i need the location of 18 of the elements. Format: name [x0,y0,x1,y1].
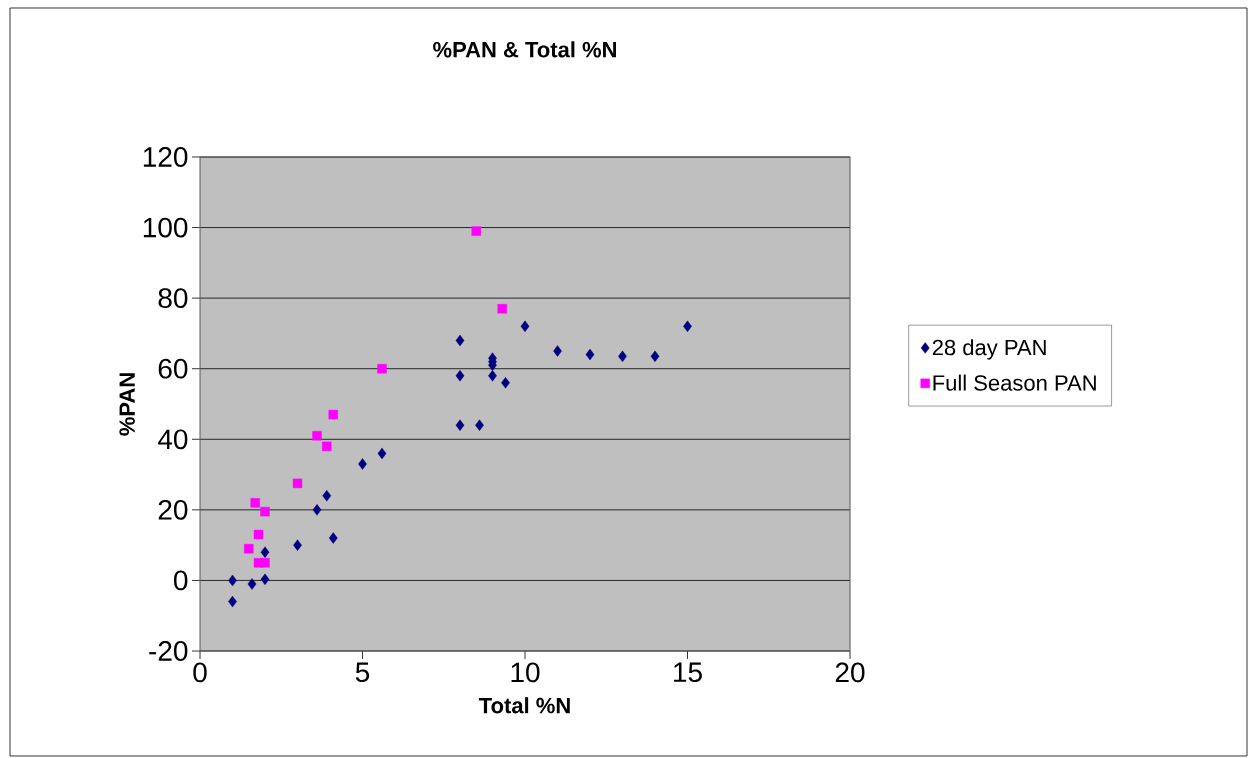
chart-title: %PAN & Total %N [433,41,616,58]
y-tick-label: 80 [158,288,188,309]
y-tick-label: 40 [157,429,188,450]
x-axis-title: Total %N [479,697,570,714]
y-tick-label: 100 [143,217,188,238]
y-tick-label: 20 [158,499,188,520]
y-tick-label: 60 [158,358,188,379]
x-tick-label: 0 [193,662,207,683]
y-tick-label: -20 [149,641,188,661]
x-tick-label: 5 [355,662,370,683]
x-tick-label: 15 [674,662,702,683]
y-axis-title: %PAN [119,373,135,436]
y-tick-label: 120 [143,147,188,167]
legend-label: 28 day PAN [932,339,1046,360]
y-tick-label: 0 [174,570,188,591]
legend-label: Full Season PAN [933,374,1096,391]
x-tick-label: 10 [511,662,540,683]
x-tick-label: 20 [835,662,865,683]
